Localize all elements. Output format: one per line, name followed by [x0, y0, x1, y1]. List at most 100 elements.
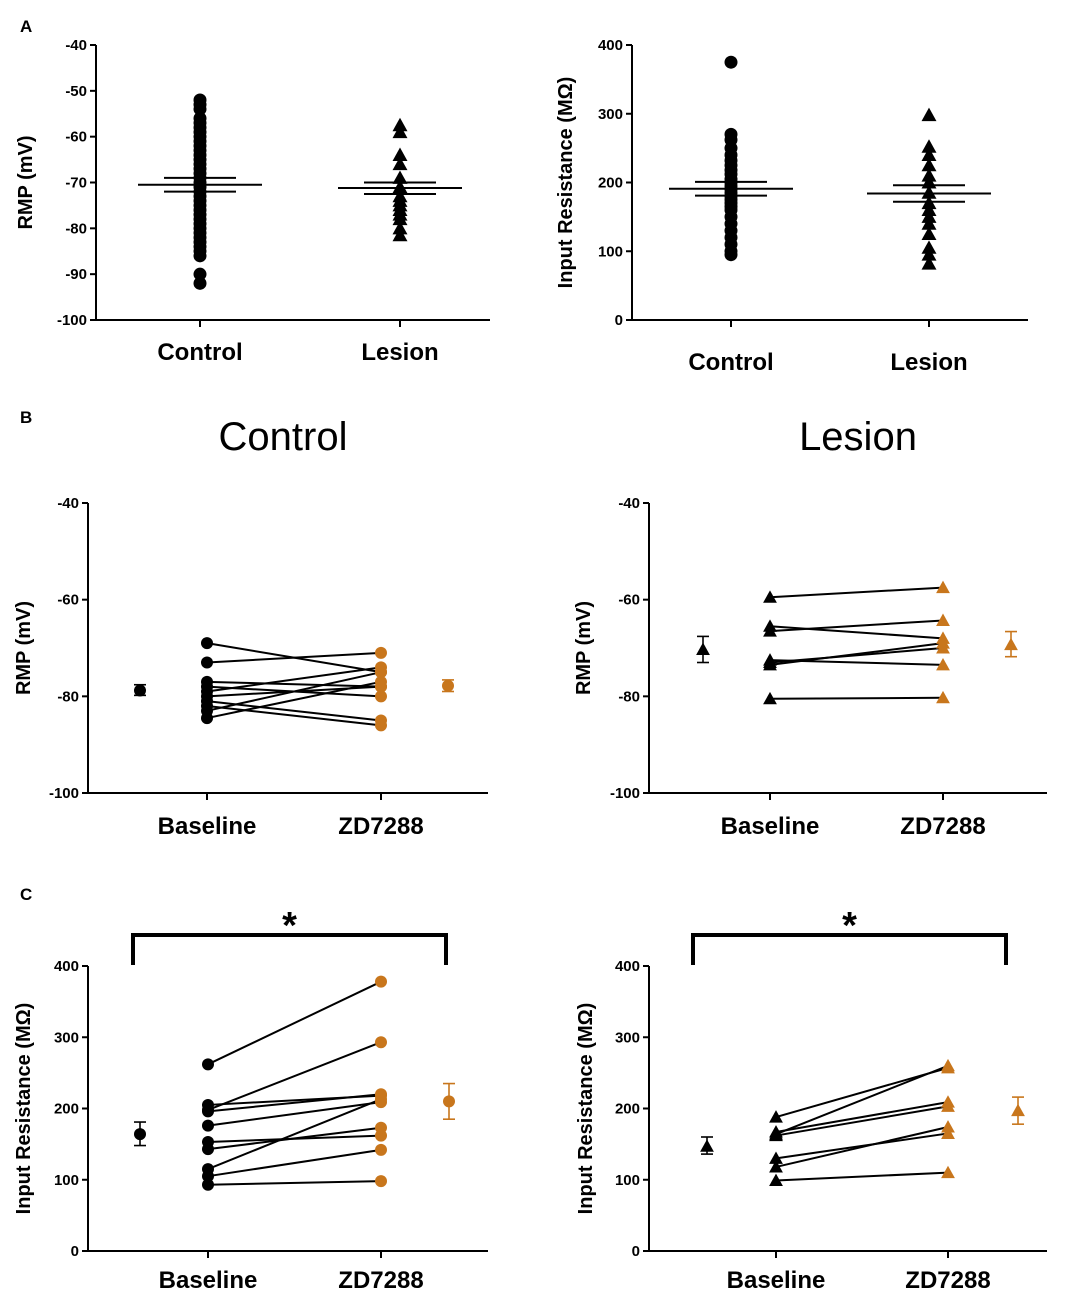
baseline-point [763, 691, 777, 705]
pair-line [769, 619, 944, 633]
y-tick-label: 200 [54, 1101, 79, 1118]
pair-line [206, 651, 382, 664]
x-category-label: Baseline [721, 813, 820, 840]
data-point-lesion [921, 240, 937, 254]
x-category-label: Lesion [890, 349, 967, 376]
baseline-point [201, 656, 213, 669]
x-category-label: ZD7288 [905, 1267, 990, 1294]
y-tick-label: -40 [65, 37, 87, 54]
zd7288-point [936, 613, 950, 626]
pair-line [769, 696, 944, 700]
baseline-point [202, 1178, 214, 1191]
baseline-point [201, 712, 213, 725]
data-point-lesion [921, 107, 937, 122]
summary-mean-zd7288 [1004, 637, 1018, 651]
data-point-control [193, 249, 207, 263]
pair-line [769, 642, 944, 666]
baseline-point [769, 1128, 783, 1142]
pair-line [207, 1098, 382, 1170]
summary-mean-zd7288 [442, 679, 454, 692]
y-tick-label: 400 [615, 958, 640, 975]
data-point-control [193, 276, 207, 290]
zd7288-point [375, 1175, 387, 1188]
data-point-control [724, 248, 738, 262]
zd7288-point [375, 666, 387, 679]
zd7288-point [375, 1093, 387, 1106]
pair-line [769, 625, 944, 640]
data-point-lesion [392, 117, 408, 132]
y-tick-label: -100 [57, 312, 87, 329]
pair-line [775, 1105, 949, 1137]
data-point-lesion [921, 209, 937, 223]
chart-c1-control-resistance-paired: 0 100 200 300 400 Baseline ZD7288 Input Resista… [13, 905, 488, 1294]
y-tick-label: -60 [618, 592, 640, 609]
pair-line [206, 705, 382, 727]
baseline-point [202, 1170, 214, 1183]
y-tick-label: 100 [54, 1172, 79, 1189]
summary-mean-baseline [700, 1139, 714, 1152]
data-point-lesion [392, 124, 408, 139]
data-point-control [193, 267, 207, 281]
x-category-label: Baseline [727, 1267, 826, 1294]
y-tick-label: -80 [57, 688, 79, 705]
pair-line [206, 671, 382, 712]
x-category-label: Baseline [158, 813, 257, 840]
baseline-point [763, 590, 777, 603]
zd7288-point [375, 719, 387, 732]
y-tick-label: 0 [615, 312, 623, 329]
data-point-lesion [921, 157, 937, 172]
data-point-lesion [392, 211, 408, 226]
pair-line [775, 1101, 949, 1133]
y-tick-label: 0 [632, 1243, 640, 1260]
zd7288-point [941, 1126, 955, 1139]
y-axis-label: Input Resistance (MΩ) [13, 1003, 35, 1215]
summary-mean-baseline [134, 1128, 146, 1141]
pair-line [207, 980, 382, 1066]
pair-line [775, 1171, 949, 1182]
data-point-control [193, 102, 207, 116]
baseline-point [769, 1110, 783, 1123]
pair-line [207, 1180, 382, 1186]
y-axis-label: RMP (mV) [573, 601, 595, 695]
zd7288-point [936, 580, 950, 594]
zd7288-point [936, 690, 950, 704]
zd7288-point [375, 1143, 387, 1156]
zd7288-point [941, 1099, 955, 1112]
x-category-label: Baseline [159, 1267, 258, 1294]
y-tick-label: 400 [54, 958, 79, 975]
significance-bracket [131, 933, 448, 965]
y-tick-label: -40 [57, 495, 79, 512]
baseline-point [202, 1143, 214, 1156]
y-tick-label: 200 [615, 1101, 640, 1118]
y-tick-label: -80 [65, 220, 87, 237]
pair-line [769, 586, 944, 599]
pair-line [207, 1148, 382, 1178]
y-tick-label: 300 [54, 1029, 79, 1046]
summary-mean-baseline [134, 684, 146, 697]
zd7288-point [941, 1058, 955, 1072]
y-tick-label: -100 [610, 785, 640, 802]
data-point-lesion [921, 139, 937, 153]
pair-line [769, 647, 944, 664]
y-axis-label: RMP (mV) [15, 135, 37, 229]
y-axis-label: Input Resistance (MΩ) [555, 77, 577, 289]
pair-line [207, 1101, 382, 1127]
y-tick-label: 100 [598, 243, 623, 260]
pair-line [206, 666, 382, 693]
data-point-lesion [921, 247, 937, 261]
baseline-point [202, 1105, 214, 1118]
baseline-point [202, 1119, 214, 1132]
pair-line [206, 680, 382, 720]
y-tick-label: -40 [618, 495, 640, 512]
baseline-point [769, 1173, 783, 1186]
zd7288-point [941, 1120, 955, 1133]
pair-line [775, 1132, 949, 1160]
y-tick-label: -90 [65, 266, 87, 283]
significance-star: * [282, 905, 297, 947]
x-category-label: Lesion [361, 339, 438, 366]
zd7288-point [936, 636, 950, 649]
significance-star: * [842, 905, 857, 947]
summary-mean-baseline [696, 642, 710, 655]
data-point-lesion [921, 202, 937, 216]
